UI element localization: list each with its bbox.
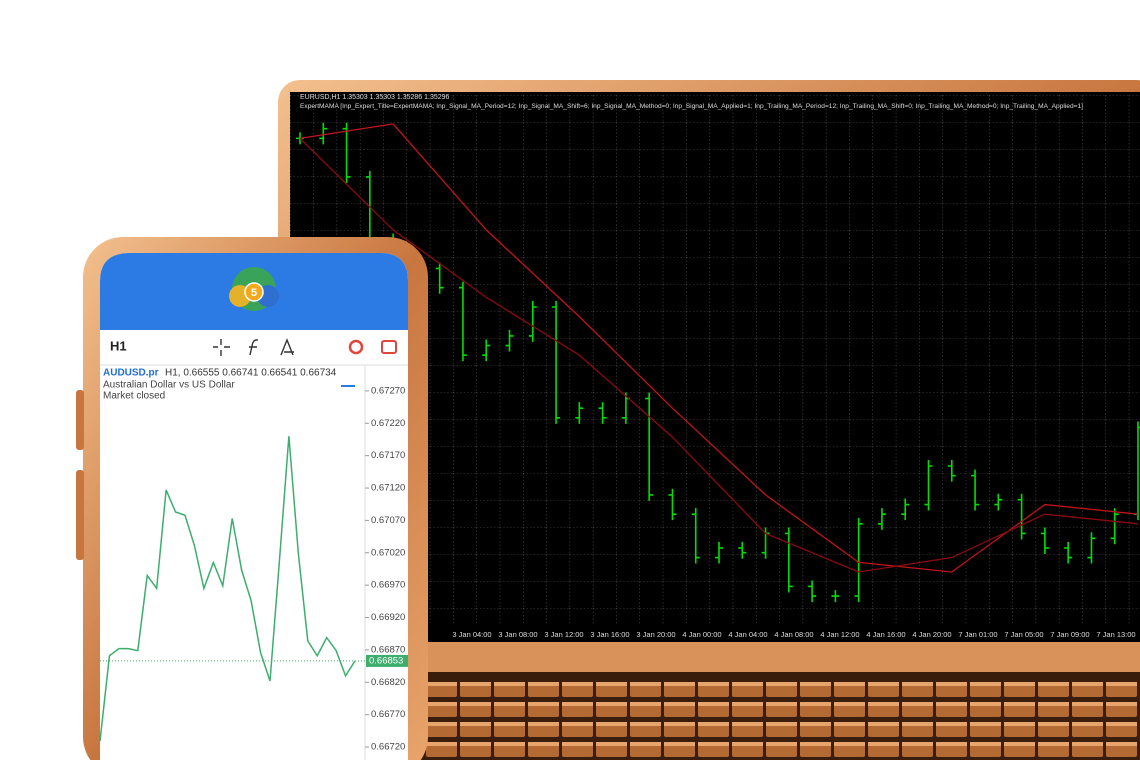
price-bar	[505, 329, 514, 352]
y-tick-label: 0.66820	[371, 677, 405, 688]
x-tick-label: 7 Jan 13:00	[1096, 630, 1135, 639]
phone-screen	[100, 253, 408, 760]
laptop-base	[420, 642, 1140, 672]
y-tick-label: 0.66970	[371, 580, 405, 591]
price-bar	[1017, 493, 1026, 540]
y-tick-label: 0.67220	[371, 418, 405, 429]
price-bar	[435, 262, 444, 294]
chart-subtitle: ExpertMAMA [Inp_Expert_Title=ExpertMAMA;…	[300, 103, 1083, 110]
laptop-x-axis: 3 Jan 04:00 3 Jan 08:00 3 Jan 12:00 3 Jan 1…	[452, 630, 1135, 639]
x-tick-label: 4 Jan 00:00	[682, 630, 721, 639]
price-bar	[575, 402, 584, 424]
price-bar	[691, 508, 700, 564]
price-bar	[482, 339, 491, 362]
phone-button	[76, 470, 84, 560]
chart-grid	[290, 95, 1140, 625]
ohlc-info: H1, 0.66555 0.66741 0.66541 0.66734	[165, 368, 337, 379]
keyboard-keys	[425, 680, 1140, 760]
price-bar	[831, 590, 840, 603]
last-price-box	[366, 654, 408, 667]
x-tick-label: 7 Jan 09:00	[1050, 630, 1089, 639]
last-price-label: 0.66853	[369, 655, 403, 666]
x-tick-label: 7 Jan 05:00	[1004, 630, 1043, 639]
app-logo: 5	[229, 267, 279, 311]
price-bar	[947, 460, 956, 482]
price-bar	[552, 301, 561, 424]
price-bar	[645, 392, 654, 501]
chart-title: EURUSD,H1 1.35303 1.35303 1.35286 1.3529…	[300, 94, 450, 101]
price-line	[99, 436, 356, 742]
x-tick-label: 4 Jan 08:00	[774, 630, 813, 639]
y-tick-label: 0.67020	[371, 547, 405, 558]
price-bar	[1087, 532, 1096, 564]
price-bar	[598, 402, 607, 424]
x-tick-label: 4 Jan 12:00	[820, 630, 859, 639]
x-tick-label: 3 Jan 12:00	[544, 630, 583, 639]
price-bar	[854, 517, 863, 603]
price-bar	[738, 541, 747, 559]
y-tick-label: 0.66770	[371, 709, 405, 720]
logo-badge: 5	[251, 287, 257, 299]
y-tick-label: 0.66920	[371, 612, 405, 623]
x-tick-label: 3 Jan 16:00	[590, 630, 629, 639]
price-bar	[994, 493, 1003, 511]
y-tick-label: 0.67270	[371, 385, 405, 396]
price-bar	[528, 301, 537, 342]
moving-average	[299, 123, 1139, 573]
x-tick-label: 4 Jan 16:00	[866, 630, 905, 639]
timeframe-button[interactable]: H1	[110, 338, 127, 353]
price-bar	[901, 498, 910, 521]
phone-button	[76, 390, 84, 450]
x-tick-label: 4 Jan 20:00	[912, 630, 951, 639]
price-bar	[808, 580, 817, 603]
y-tick-label: 0.67070	[371, 515, 405, 526]
price-bar	[877, 508, 886, 530]
price-bar	[458, 281, 467, 362]
y-tick-label: 0.66870	[371, 644, 405, 655]
price-bar	[668, 488, 677, 521]
y-tick-label: 0.66720	[371, 742, 405, 753]
price-bar	[715, 541, 723, 564]
market-status: Market closed	[103, 391, 165, 402]
price-bar	[784, 527, 793, 593]
price-bar	[319, 122, 328, 145]
x-tick-label: 7 Jan 01:00	[958, 630, 997, 639]
x-tick-label: 4 Jan 04:00	[728, 630, 767, 639]
toolbar-icons[interactable]	[213, 338, 397, 356]
price-bar	[1040, 527, 1049, 554]
symbol-description: Australian Dollar vs US Dollar	[103, 380, 235, 391]
x-tick-label: 3 Jan 20:00	[636, 630, 675, 639]
price-bar	[1110, 508, 1119, 545]
price-bar	[1064, 541, 1073, 564]
symbol[interactable]: AUDUSD.pr	[103, 368, 159, 379]
x-tick-label: 3 Jan 04:00	[452, 630, 491, 639]
moving-average	[299, 137, 1139, 573]
y-tick-label: 0.67170	[371, 450, 405, 461]
price-bar	[971, 469, 980, 511]
y-tick-label: 0.67120	[371, 483, 405, 494]
x-tick-label: 3 Jan 08:00	[498, 630, 537, 639]
price-bar	[342, 122, 351, 183]
phone-plot: 0.67270 0.67220 0.67170 0.67120 0.67070 0.670…	[99, 385, 408, 753]
price-bar	[924, 460, 933, 511]
